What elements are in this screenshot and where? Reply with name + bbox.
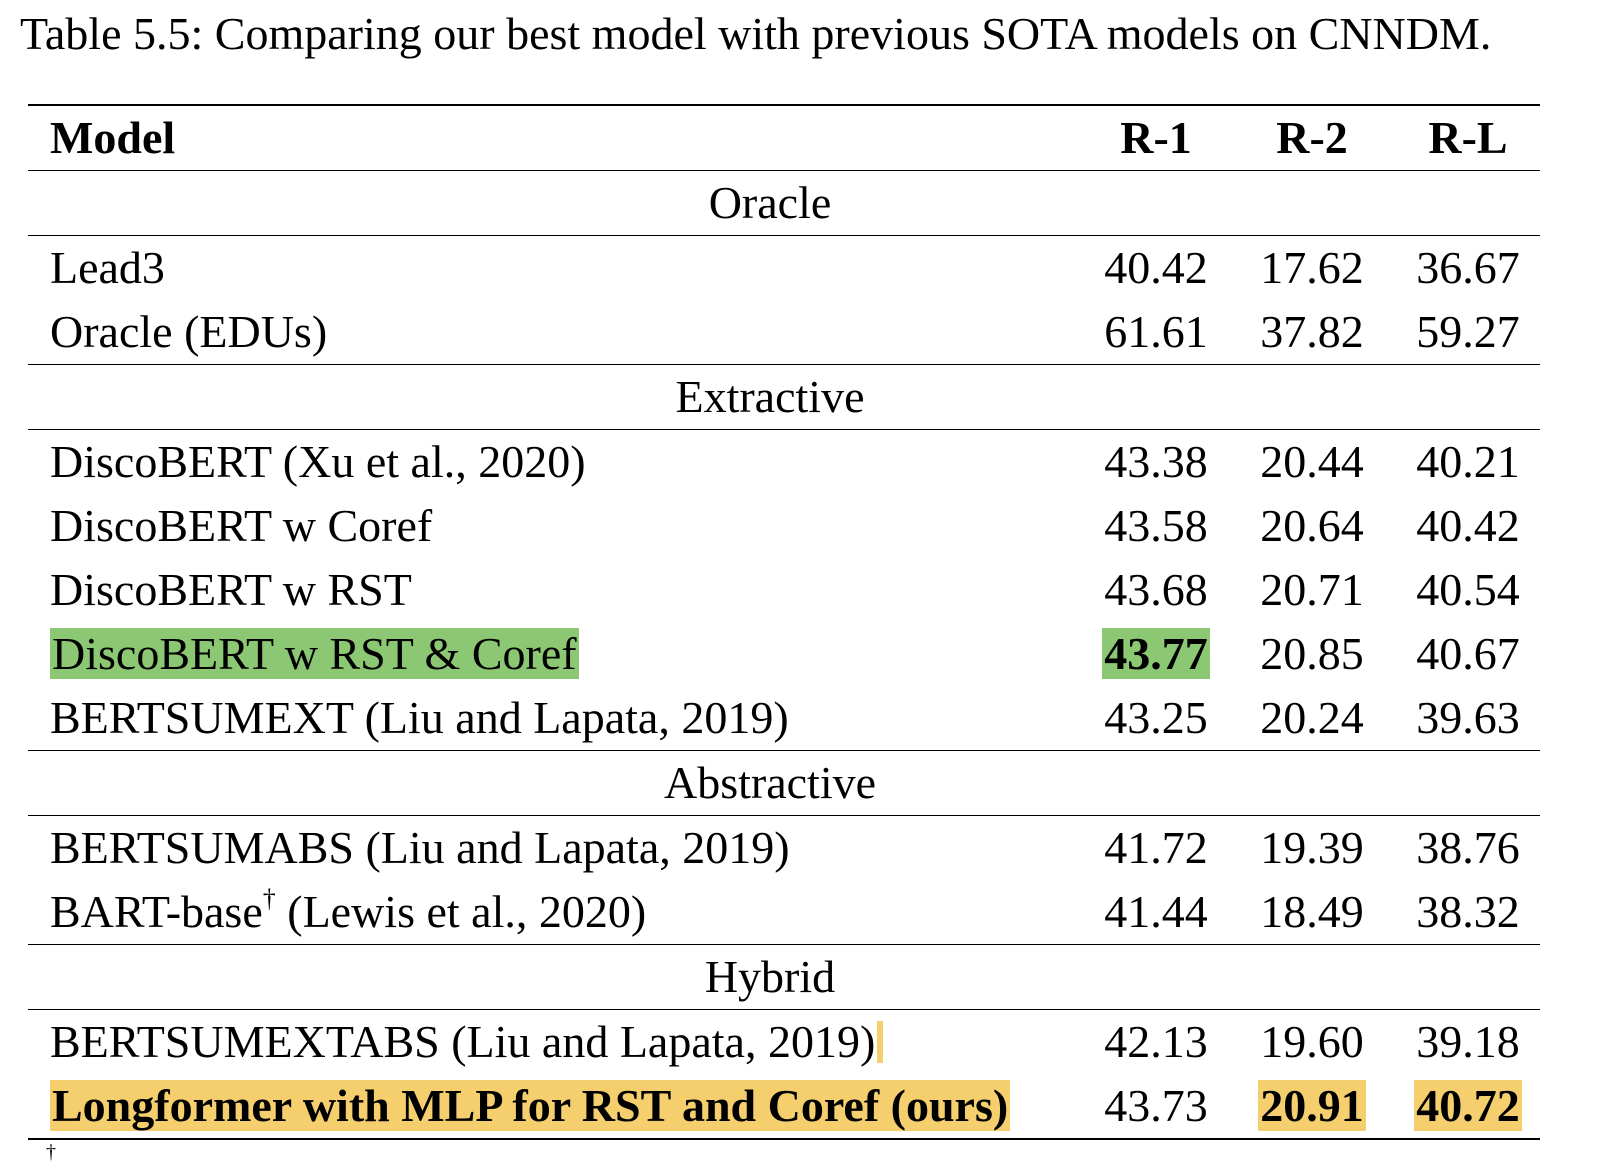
rl-value: 40.67: [1416, 628, 1520, 679]
model-name: DiscoBERT w RST: [50, 564, 412, 615]
section-label: Oracle: [708, 177, 832, 228]
r1-value: 43.38: [1104, 436, 1208, 487]
r2-value: 20.44: [1260, 436, 1364, 487]
model-name-citation: (Lewis et al., 2020): [275, 886, 647, 937]
rl-value: 39.63: [1416, 692, 1520, 743]
section-label: Abstractive: [663, 757, 877, 808]
table-row: Lead3 40.42 17.62 36.67: [28, 236, 1540, 300]
r1-value: 40.42: [1104, 242, 1208, 293]
rl-best-value: 40.72: [1414, 1080, 1522, 1131]
header-rule: [28, 170, 1540, 171]
model-name: Lead3: [50, 242, 165, 293]
section-rule: [28, 429, 1540, 430]
r2-value: 37.82: [1260, 306, 1364, 357]
r1-value: 61.61: [1104, 306, 1208, 357]
r1-value: 41.44: [1104, 886, 1208, 937]
rl-value: 38.32: [1416, 886, 1520, 937]
text-cursor-mark: [877, 1021, 884, 1063]
header-row: Model R-1 R-2 R-L: [28, 106, 1540, 170]
table-row: Oracle (EDUs) 61.61 37.82 59.27: [28, 300, 1540, 364]
model-name-ours: Longformer with MLP for RST and Coref (o…: [50, 1080, 1011, 1131]
r2-value: 19.60: [1260, 1016, 1364, 1067]
section-label: Hybrid: [704, 951, 836, 1002]
r2-value: 19.39: [1260, 822, 1364, 873]
r2-value: 20.71: [1260, 564, 1364, 615]
table-row: DiscoBERT w Coref 43.58 20.64 40.42: [28, 494, 1540, 558]
header-r2: R-2: [1276, 112, 1348, 163]
rl-value: 59.27: [1416, 306, 1520, 357]
section-hybrid: Hybrid: [28, 945, 1540, 1009]
r1-value: 43.25: [1104, 692, 1208, 743]
rl-value: 40.21: [1416, 436, 1520, 487]
r1-value: 43.73: [1104, 1080, 1208, 1131]
r1-value: 43.68: [1104, 564, 1208, 615]
header-model: Model: [50, 112, 176, 163]
model-name-highlighted: DiscoBERT w RST & Coref: [50, 628, 579, 679]
section-rule: [28, 815, 1540, 816]
r2-value: 18.49: [1260, 886, 1364, 937]
rl-value: 36.67: [1416, 242, 1520, 293]
section-rule: [28, 944, 1540, 945]
results-table: Model R-1 R-2 R-L Oracle Lead3 40.42 17.…: [28, 104, 1540, 1140]
model-name: DiscoBERT w Coref: [50, 500, 433, 551]
table-row: BERTSUMABS (Liu and Lapata, 2019) 41.72 …: [28, 816, 1540, 880]
r1-value: 43.58: [1104, 500, 1208, 551]
model-name: BERTSUMEXT (Liu and Lapata, 2019): [50, 692, 789, 743]
header-r1: R-1: [1120, 112, 1192, 163]
r1-value: 41.72: [1104, 822, 1208, 873]
r2-value: 17.62: [1260, 242, 1364, 293]
section-rule: [28, 235, 1540, 236]
table-row: DiscoBERT (Xu et al., 2020) 43.38 20.44 …: [28, 430, 1540, 494]
table-caption: Table 5.5: Comparing our best model with…: [20, 8, 1492, 59]
r1-best-value: 43.77: [1102, 628, 1210, 679]
footnote-mark: †: [46, 1141, 56, 1163]
model-name: BERTSUMABS (Liu and Lapata, 2019): [50, 822, 790, 873]
r2-value: 20.85: [1260, 628, 1364, 679]
header-rl: R-L: [1428, 112, 1508, 163]
section-rule: [28, 364, 1540, 365]
r2-best-value: 20.91: [1258, 1080, 1366, 1131]
model-name: BERTSUMEXTABS (Liu and Lapata, 2019): [50, 1016, 876, 1067]
dagger-mark: †: [262, 884, 276, 913]
top-rule: [28, 104, 1540, 106]
rl-value: 40.42: [1416, 500, 1520, 551]
table-row: DiscoBERT w RST 43.68 20.71 40.54: [28, 558, 1540, 622]
table-row: BART-base† (Lewis et al., 2020) 41.44 18…: [28, 880, 1540, 944]
r2-value: 20.24: [1260, 692, 1364, 743]
table-row-ours: Longformer with MLP for RST and Coref (o…: [28, 1074, 1540, 1138]
section-rule: [28, 750, 1540, 751]
section-rule: [28, 1009, 1540, 1010]
r2-value: 20.64: [1260, 500, 1364, 551]
table-row: BERTSUMEXTABS (Liu and Lapata, 2019) 42.…: [28, 1010, 1540, 1074]
model-name-base: BART-base: [50, 886, 263, 937]
model-name: BART-base† (Lewis et al., 2020): [50, 880, 646, 944]
section-abstractive: Abstractive: [28, 751, 1540, 815]
model-name: Oracle (EDUs): [50, 306, 328, 357]
rl-value: 38.76: [1416, 822, 1520, 873]
section-oracle: Oracle: [28, 171, 1540, 235]
rl-value: 39.18: [1416, 1016, 1520, 1067]
table-row-highlighted: DiscoBERT w RST & Coref 43.77 20.85 40.6…: [28, 622, 1540, 686]
table-row: BERTSUMEXT (Liu and Lapata, 2019) 43.25 …: [28, 686, 1540, 750]
model-name: DiscoBERT (Xu et al., 2020): [50, 436, 586, 487]
r1-value: 42.13: [1104, 1016, 1208, 1067]
section-label: Extractive: [675, 371, 865, 422]
bottom-rule: [28, 1138, 1540, 1140]
section-extractive: Extractive: [28, 365, 1540, 429]
rl-value: 40.54: [1416, 564, 1520, 615]
